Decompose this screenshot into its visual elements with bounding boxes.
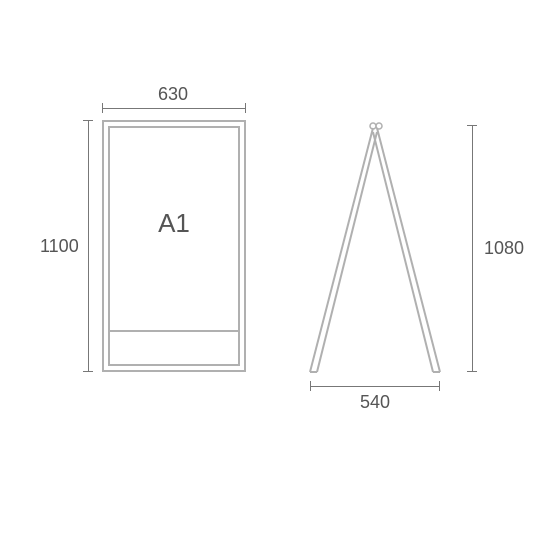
dim-label-height-side: 1080 bbox=[484, 238, 524, 259]
dim-tick bbox=[310, 381, 311, 391]
dim-tick bbox=[439, 381, 440, 391]
dim-tick bbox=[467, 125, 477, 126]
dim-tick bbox=[83, 120, 93, 121]
dim-line-right-side bbox=[472, 125, 473, 372]
side-aframe bbox=[300, 118, 460, 380]
dim-label-width-side: 540 bbox=[360, 392, 390, 413]
dim-tick bbox=[467, 371, 477, 372]
dim-tick bbox=[83, 371, 93, 372]
dim-label-height-front: 1100 bbox=[40, 236, 79, 257]
center-label: A1 bbox=[150, 208, 198, 239]
dim-tick bbox=[245, 103, 246, 113]
dim-tick bbox=[102, 103, 103, 113]
front-divider bbox=[108, 330, 240, 332]
dim-line-top-front bbox=[102, 108, 246, 109]
dim-line-left-front bbox=[88, 120, 89, 372]
dim-label-width-front: 630 bbox=[158, 84, 188, 105]
dim-line-bottom-side bbox=[310, 386, 440, 387]
